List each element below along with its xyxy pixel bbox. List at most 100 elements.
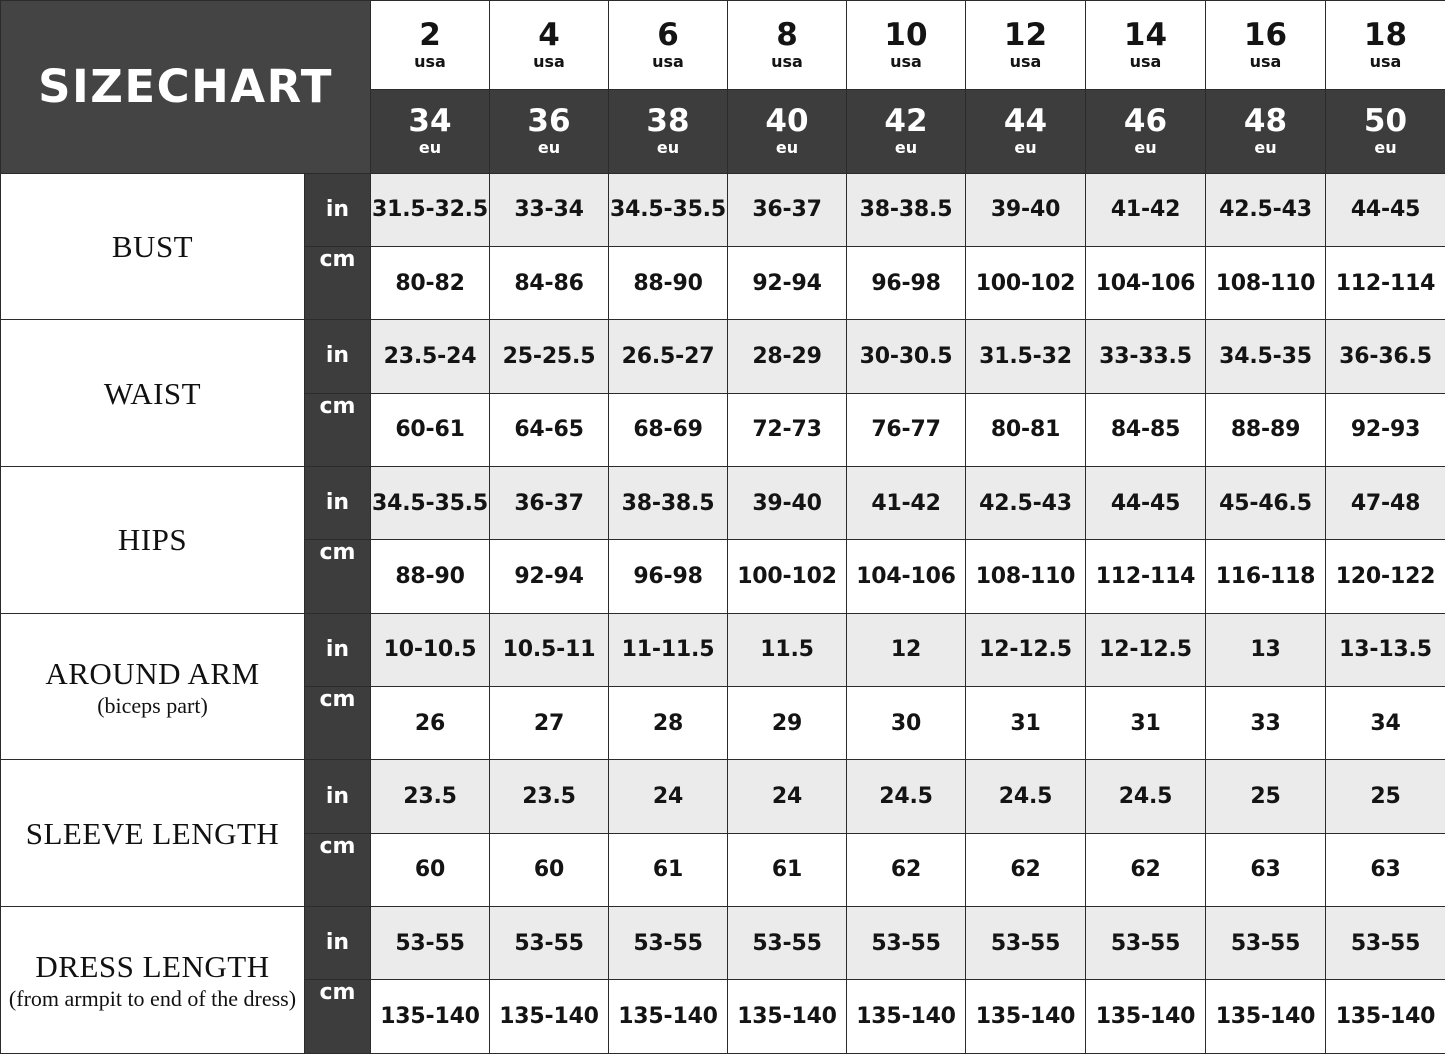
measurement-value: 108-110 [965,539,1086,614]
measurement-value: 34 [1325,686,1445,761]
measurement-value: 41-42 [1085,172,1206,247]
size-value-eu: 46 [1123,103,1168,140]
size-system-label-usa: usa [1249,52,1282,72]
measurement-value: 62 [846,832,966,908]
measurement-value: 84-86 [489,245,609,321]
measurement-value: 38-38.5 [846,172,966,247]
header-row-usa: SIZECHART 2 usa 4 usa 6 usa 8 usa 10 usa 12 usa 14 usa… [0,0,1445,174]
measurement-value: 28-29 [727,319,847,394]
unit-label-cm: cm [304,832,371,908]
size-system-label-usa: usa [1129,52,1162,72]
measurement-value: 25 [1325,759,1445,834]
size-header-usa: 16 usa [1205,0,1326,91]
size-system-label-usa: usa [652,52,684,72]
unit-text: in [325,343,350,369]
measurement-name: AROUND ARM [45,655,260,691]
size-system-label-eu: eu [775,138,799,158]
size-header-eu: 46 eu [1085,89,1206,174]
size-system-label-usa: usa [1369,52,1402,72]
measurement-label: WAIST [0,319,305,467]
unit-label-in: in [304,172,371,247]
measurement-value: 53-55 [370,906,490,981]
measurement-row: AROUND ARM (biceps part) in 10-10.5 10.5-11 1… [0,612,1445,761]
measurement-label: AROUND ARM (biceps part) [0,612,305,761]
size-value-eu: 48 [1243,103,1288,140]
measurement-value: 25-25.5 [489,319,609,394]
measurement-value: 33-33.5 [1085,319,1206,394]
chart-title-line-2: CHART [156,59,333,113]
measurement-row: SLEEVE LENGTH in 23.5 23.5 24 24 24.5 24.5 24.5 2… [0,759,1445,908]
measurement-value: 100-102 [965,245,1086,321]
measurement-value: 88-89 [1205,392,1326,467]
size-header-eu: 42 eu [846,89,966,174]
measurement-value: 42.5-43 [965,465,1086,541]
measurement-value: 53-55 [1205,906,1326,981]
measurement-value: 63 [1325,832,1445,908]
measurement-name: DRESS LENGTH [35,949,270,985]
measurement-value: 23.5-24 [370,319,490,394]
measurement-value: 24.5 [846,759,966,834]
measurement-value: 135-140 [846,979,966,1054]
size-value-usa: 6 [657,17,679,54]
measurement-value: 25 [1205,759,1326,834]
measurement-row: cm 88-90 92-94 96-98 100-102 104-106 108-110 11… [1,539,1445,614]
measurement-value: 60 [370,832,490,908]
measurement-value: 36-37 [489,465,609,541]
measurement-value: 62 [1085,832,1206,908]
size-header-eu: 34 eu [370,89,490,174]
unit-text: in [325,930,350,956]
size-value-usa: 14 [1123,17,1168,54]
unit-text: cm [319,980,356,1006]
measurement-value: 135-140 [1205,979,1326,1054]
measurement-note: (from armpit to end of the dress) [8,986,297,1012]
measurement-value: 60-61 [370,392,490,467]
chart-title-line-1: SIZE [38,59,157,113]
measurement-value: 24.5 [965,759,1086,834]
measurement-value: 24 [727,759,847,834]
measurement-value: 108-110 [1205,245,1326,321]
unit-label-cm: cm [304,539,371,614]
measurement-value: 39-40 [727,465,847,541]
measurement-value: 31 [965,686,1086,761]
unit-label-in: in [304,319,371,394]
measurement-value: 135-140 [1325,979,1445,1054]
measurement-value: 12-12.5 [965,612,1086,688]
size-header-eu: 38 eu [608,89,728,174]
measurement-value: 116-118 [1205,539,1326,614]
measurement-value: 26 [370,686,490,761]
unit-text: in [325,196,350,222]
size-header-usa: 14 usa [1085,0,1206,91]
unit-label-in: in [304,612,371,688]
measurement-value: 92-93 [1325,392,1445,467]
measurement-note: (biceps part) [97,692,208,718]
measurement-value: 112-114 [1325,245,1445,321]
measurement-value: 53-55 [608,906,728,981]
size-system-label-usa: usa [533,52,565,72]
measurement-value: 33-34 [489,172,609,247]
measurement-value: 39-40 [965,172,1086,247]
measurement-label: DRESS LENGTH (from armpit to end of the d… [0,906,305,1054]
measurement-value: 36-37 [727,172,847,247]
size-system-label-eu: eu [418,138,442,158]
measurement-value: 30-30.5 [846,319,966,394]
unit-text: cm [319,540,356,566]
measurement-value: 135-140 [489,979,609,1054]
measurement-value: 53-55 [965,906,1086,981]
measurement-value: 11-11.5 [608,612,728,688]
measurement-value: 135-140 [608,979,728,1054]
measurement-value: 28 [608,686,728,761]
measurement-value: 31.5-32 [965,319,1086,394]
size-system-label-usa: usa [771,52,803,72]
measurement-value: 100-102 [727,539,847,614]
measurement-value: 68-69 [608,392,728,467]
measurement-value: 104-106 [846,539,966,614]
size-value-eu: 50 [1363,103,1408,140]
measurement-value: 34.5-35.5 [370,465,490,541]
measurement-value: 53-55 [846,906,966,981]
measurement-row: cm 135-140 135-140 135-140 135-140 135-140 135… [1,979,1445,1054]
measurement-value: 44-45 [1085,465,1206,541]
size-system-label-eu: eu [656,138,680,158]
measurement-row: WAIST in 23.5-24 25-25.5 26.5-27 28-29 30-30.5… [0,319,1445,467]
measurement-value: 96-98 [608,539,728,614]
